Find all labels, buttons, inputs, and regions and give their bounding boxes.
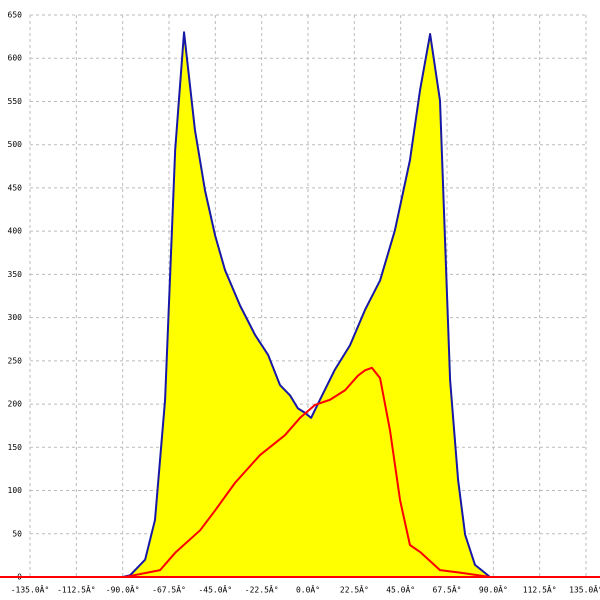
y-tick-label: 100 xyxy=(8,486,23,495)
x-tick-label: -90.0Â° xyxy=(106,584,140,595)
y-tick-label: 550 xyxy=(8,97,23,106)
y-tick-label: 400 xyxy=(8,227,23,236)
y-tick-label: 450 xyxy=(8,183,23,192)
x-tick-label: 112.5Â° xyxy=(523,584,557,595)
y-tick-label: 250 xyxy=(8,356,23,365)
area xyxy=(122,32,491,578)
x-tick-label: -45.0Â° xyxy=(198,584,232,595)
y-tick-label: 350 xyxy=(8,270,23,279)
y-tick-label: 150 xyxy=(8,443,23,452)
x-tick-label: 135.0Â° xyxy=(569,584,600,595)
y-tick-label: 650 xyxy=(8,11,23,20)
y-tick-label: 50 xyxy=(12,529,22,538)
x-tick-label: 67.5Â° xyxy=(433,584,462,595)
x-tick-label: -67.5Â° xyxy=(152,584,186,595)
y-tick-label: 300 xyxy=(8,313,23,322)
y-tick-label: 200 xyxy=(8,400,23,409)
y-tick-label: 500 xyxy=(8,140,23,149)
x-tick-label: 0.0Â° xyxy=(296,584,320,595)
y-tick-label: 600 xyxy=(8,54,23,63)
x-tick-label: 90.0Â° xyxy=(479,584,508,595)
x-tick-label: -112.5Â° xyxy=(57,584,96,595)
x-tick-label: 45.0Â° xyxy=(386,584,415,595)
x-tick-label: 22.5Â° xyxy=(340,584,369,595)
line xyxy=(124,366,491,578)
line xyxy=(122,31,491,578)
x-tick-label: -22.5Â° xyxy=(245,584,279,595)
x-tick-label: -135.0Â° xyxy=(11,584,50,595)
